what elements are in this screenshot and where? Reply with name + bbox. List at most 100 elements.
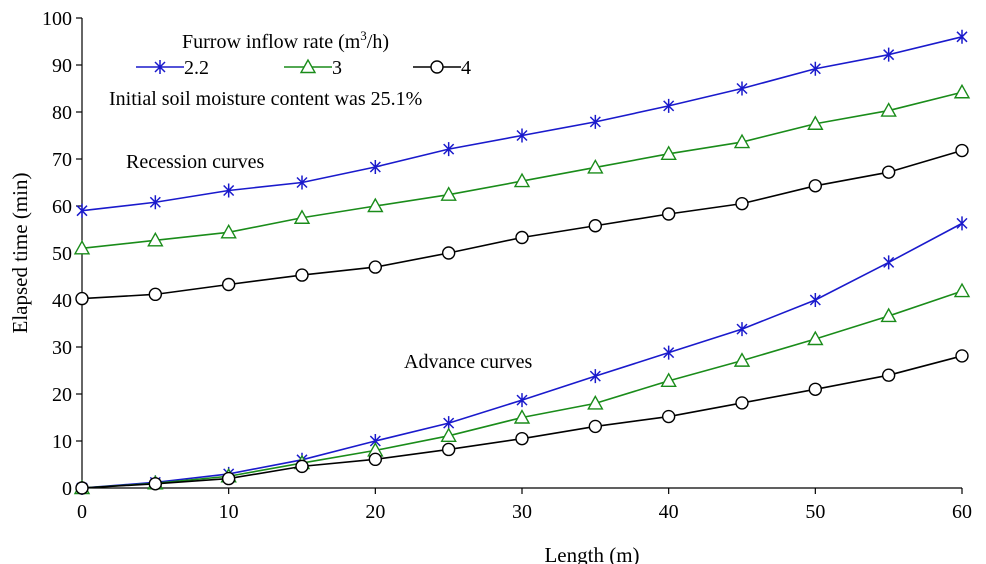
y-tick-label: 40	[52, 290, 72, 312]
series-3-recession	[73, 83, 971, 255]
data-point	[660, 372, 677, 388]
legend-title-end: /h)	[367, 31, 389, 53]
y-tick-label: 70	[52, 149, 72, 171]
data-point	[368, 260, 383, 274]
legend-marker	[430, 60, 444, 74]
data-point	[75, 291, 89, 306]
data-point	[147, 231, 164, 247]
data-point	[956, 216, 968, 231]
data-point	[955, 143, 969, 158]
x-tick-label: 30	[512, 501, 532, 523]
data-point	[148, 477, 163, 491]
data-point	[440, 427, 457, 443]
legend-label: 3	[332, 57, 342, 79]
data-point	[733, 133, 751, 149]
data-point	[807, 115, 824, 130]
data-point	[369, 159, 381, 174]
data-point	[513, 409, 531, 424]
data-point	[660, 145, 677, 161]
series-4-recession	[75, 143, 969, 306]
data-point	[73, 239, 91, 255]
legend-marker	[154, 60, 166, 74]
data-point	[807, 330, 824, 346]
data-point	[221, 277, 236, 292]
x-axis-title: Length (m)	[544, 543, 639, 564]
series-2.2-recession	[76, 29, 968, 218]
legend-label: 2.2	[184, 57, 209, 79]
legend-title-main: Furrow inflow rate (m	[182, 31, 361, 53]
data-point	[515, 431, 529, 446]
data-point	[149, 195, 161, 210]
recession-label: Recession curves	[126, 151, 265, 173]
x-ticks: 0 10 20 30 40 50 60	[77, 488, 972, 523]
series-4-advance	[75, 349, 969, 495]
data-point	[589, 114, 601, 129]
data-point	[808, 179, 823, 193]
data-point	[661, 207, 676, 221]
y-tick-label: 30	[52, 337, 72, 359]
data-point	[588, 419, 603, 434]
y-tick-label: 10	[52, 431, 72, 453]
data-point	[75, 481, 89, 495]
x-tick-label: 10	[219, 501, 239, 523]
series-3-advance	[73, 282, 971, 495]
data-point	[883, 47, 895, 62]
data-point	[223, 183, 235, 198]
legend-marker	[299, 58, 317, 74]
data-point	[736, 81, 748, 96]
data-point	[736, 322, 748, 337]
y-tick-label: 90	[52, 55, 72, 77]
data-point	[881, 368, 896, 382]
data-point	[956, 29, 968, 44]
data-point	[883, 255, 895, 270]
data-point	[663, 98, 675, 113]
data-point	[221, 471, 236, 486]
y-tick-label: 0	[62, 478, 72, 500]
legend: Furrow inflow rate (m3/h) 2.2 3 4	[136, 28, 471, 79]
data-point	[881, 165, 896, 179]
y-tick-label: 60	[52, 196, 72, 218]
data-point	[733, 352, 751, 367]
data-point	[368, 452, 383, 467]
data-point	[295, 459, 309, 474]
y-tick-label: 100	[42, 8, 72, 30]
data-point	[295, 268, 309, 282]
y-axis-title: Elapsed time (min)	[8, 173, 32, 334]
legend-entries: 2.2 3 4	[136, 57, 471, 79]
data-point	[293, 209, 311, 224]
series-line	[81, 290, 963, 489]
x-tick-label: 50	[805, 501, 825, 523]
data-point	[515, 230, 529, 245]
data-point	[441, 246, 456, 260]
x-tick-label: 20	[365, 501, 385, 523]
moisture-note: Initial soil moisture content was 25.1%	[109, 88, 422, 110]
legend-title-superscript: 3	[360, 28, 367, 43]
y-tick-label: 50	[52, 243, 72, 265]
data-point	[880, 102, 897, 117]
data-point	[148, 287, 163, 302]
data-point	[220, 223, 237, 239]
data-point	[808, 382, 823, 396]
data-point	[441, 442, 456, 457]
x-tick-label: 0	[77, 501, 87, 523]
x-tick-label: 40	[659, 501, 679, 523]
data-point	[516, 128, 528, 143]
data-point	[76, 203, 88, 218]
data-point	[809, 61, 821, 76]
x-tick-label: 60	[952, 501, 972, 523]
data-point	[809, 293, 821, 307]
data-point	[367, 197, 384, 213]
data-point	[588, 219, 603, 233]
data-point	[953, 83, 971, 99]
legend-entry-3: 3	[284, 57, 342, 79]
data-point	[440, 186, 457, 201]
y-tick-label: 80	[52, 102, 72, 124]
data-point	[516, 393, 528, 408]
legend-label: 4	[461, 57, 471, 79]
advance-label: Advance curves	[404, 351, 532, 373]
legend-title: Furrow inflow rate (m3/h)	[182, 28, 389, 53]
legend-entry-4: 4	[413, 57, 471, 79]
series-layer	[73, 29, 971, 495]
data-point	[587, 159, 604, 174]
